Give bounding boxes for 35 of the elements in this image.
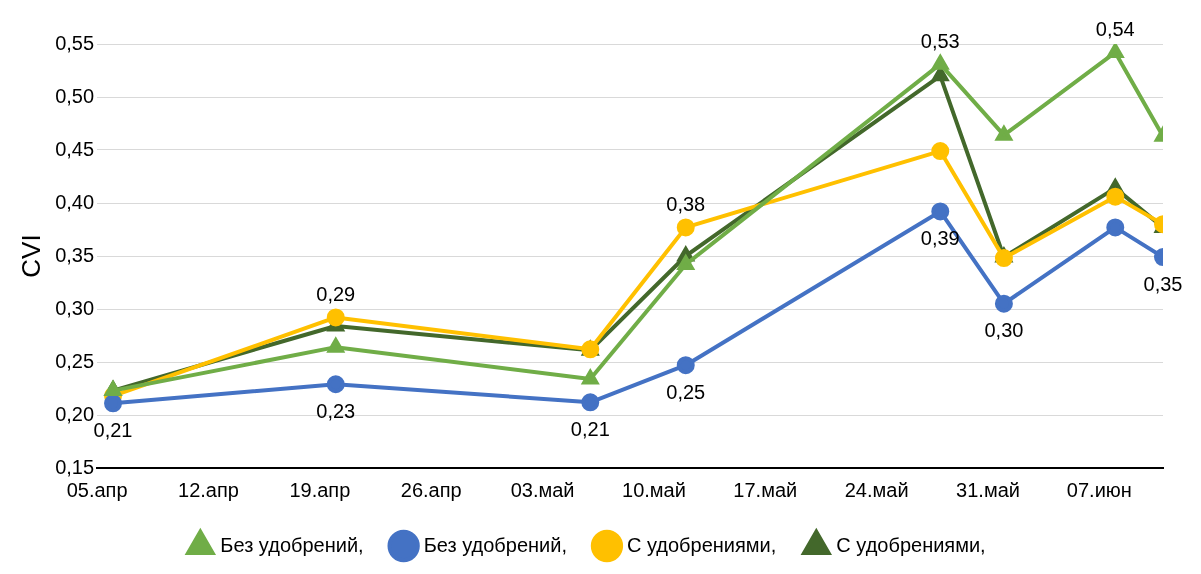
x-tick-label: 03.май (510, 478, 575, 501)
data-label: 0,21 (570, 417, 610, 440)
legend-label: Без удобрений, (220, 533, 364, 556)
data-label: 0,21 (93, 418, 133, 441)
y-tick-label: 0,25 (55, 349, 95, 372)
data-label: 0,23 (316, 399, 356, 422)
data-label: 0,53 (920, 29, 960, 52)
data-label: 0,35 (1143, 272, 1183, 295)
y-tick-label: 0,15 (55, 455, 95, 478)
y-axis-title: CVI (15, 234, 46, 278)
y-tick-label: 0,45 (55, 137, 95, 160)
x-tick-label: 05.апр (66, 478, 128, 501)
x-tick-label: 31.май (956, 478, 1020, 501)
x-tick-label: 24.май (844, 478, 909, 501)
x-tick-label: 10.май (622, 478, 686, 501)
data-label: 0,30 (984, 319, 1024, 342)
y-tick-label: 0,55 (55, 31, 95, 54)
legend-label: Без удобрений, (423, 533, 567, 556)
x-tick-label: 07.июн (1066, 478, 1132, 501)
data-label: 0,38 (666, 192, 706, 215)
x-tick-label: 12.апр (178, 478, 239, 501)
data-label: 0,39 (920, 227, 960, 249)
legend-label: С удобрениями, (626, 533, 777, 556)
x-tick-label: 19.апр (289, 478, 351, 501)
y-tick-label: 0,50 (55, 84, 95, 107)
data-label: 0,54 (1095, 18, 1135, 40)
legend-label: С удобрениями, (836, 533, 986, 556)
data-label: 0,25 (666, 380, 706, 403)
x-tick-label: 26.апр (400, 478, 462, 501)
data-label: 0,29 (316, 283, 356, 305)
y-tick-label: 0,40 (55, 190, 95, 213)
y-tick-label: 0,35 (55, 243, 95, 266)
x-tick-label: 17.май (733, 478, 798, 501)
y-tick-label: 0,30 (55, 296, 95, 319)
y-tick-label: 0,20 (55, 402, 95, 425)
